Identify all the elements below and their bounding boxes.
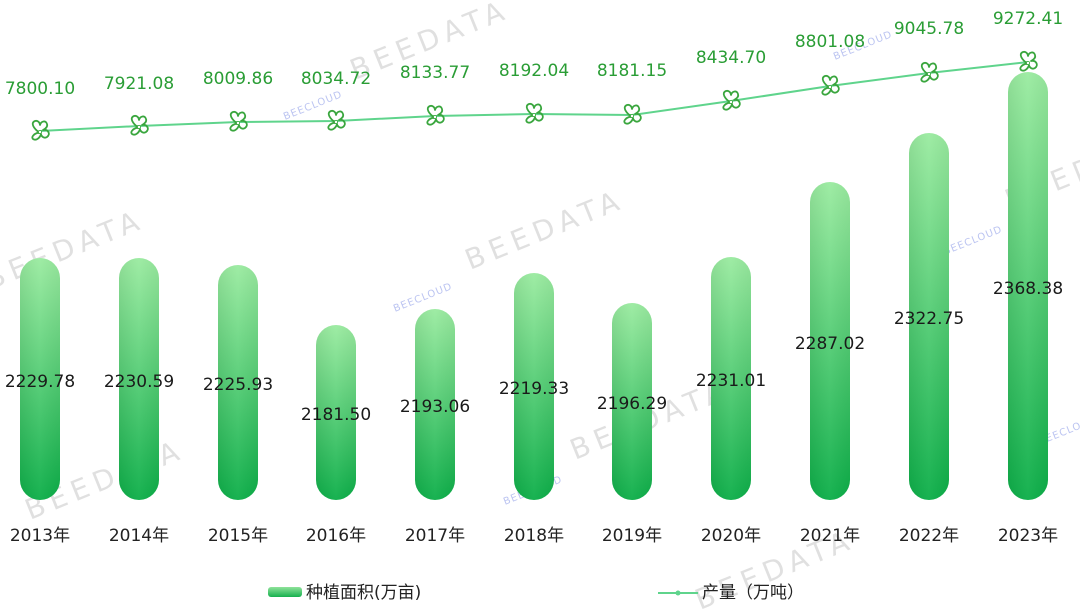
x-tick-label: 2017年 (405, 526, 465, 546)
bar-2020[interactable] (711, 257, 751, 500)
clover-icon[interactable] (31, 119, 50, 141)
bar-2013[interactable] (20, 258, 60, 500)
clover-icon[interactable] (1019, 50, 1038, 72)
x-tick-label: 2013年 (10, 526, 70, 546)
line-value-label: 8133.77 (400, 63, 470, 83)
line-value-label: 8009.86 (203, 69, 273, 89)
bar-value-label: 2219.33 (499, 379, 569, 399)
bar-value-label: 2181.50 (301, 405, 371, 425)
line-value-label: 7921.08 (104, 74, 174, 94)
watermark-sub-text: BEECLOUD (392, 281, 454, 315)
line-value-label: 8801.08 (795, 32, 865, 52)
legend-item-production[interactable]: 产量（万吨） (658, 583, 804, 603)
bar-2015[interactable] (218, 265, 258, 500)
bar-series-planting-area (20, 72, 1048, 500)
watermark-sub-text: BEECLOUD (942, 224, 1004, 258)
legend-bar-swatch-icon (268, 587, 302, 597)
bar-2017[interactable] (415, 309, 455, 500)
bar-value-label: 2368.38 (993, 279, 1063, 299)
clover-icon[interactable] (130, 114, 149, 136)
legend-line-marker-icon (675, 590, 681, 596)
line-value-label: 9272.41 (993, 9, 1063, 29)
legend-item-planting-area[interactable]: 种植面积(万亩) (268, 583, 421, 603)
legend: 种植面积(万亩) 产量（万吨） (268, 583, 804, 603)
clover-icon[interactable] (821, 74, 840, 96)
line-series-production (31, 50, 1038, 141)
line-value-label: 8034.72 (301, 69, 371, 89)
bar-value-label: 2287.02 (795, 334, 865, 354)
bar-2018[interactable] (514, 273, 554, 500)
x-tick-label: 2016年 (306, 526, 366, 546)
legend-label: 种植面积(万亩) (306, 583, 421, 603)
bar-2023[interactable] (1008, 72, 1048, 500)
bar-2022[interactable] (909, 133, 949, 500)
bar-2014[interactable] (119, 258, 159, 500)
x-tick-label: 2021年 (800, 526, 860, 546)
line-value-label: 8434.70 (696, 48, 766, 68)
x-tick-label: 2018年 (504, 526, 564, 546)
clover-icon[interactable] (920, 61, 939, 83)
x-tick-label: 2015年 (208, 526, 268, 546)
bar-2019[interactable] (612, 303, 652, 500)
x-axis: 2013年 2014年 2015年 2016年 2017年 2018年 2019… (10, 526, 1058, 546)
line-value-labels: 7800.10 7921.08 8009.86 8034.72 8133.77 … (5, 9, 1063, 99)
bar-2021[interactable] (810, 182, 850, 500)
x-tick-label: 2019年 (602, 526, 662, 546)
bar-value-label: 2196.29 (597, 394, 667, 414)
x-tick-label: 2022年 (899, 526, 959, 546)
x-tick-label: 2014年 (109, 526, 169, 546)
bar-value-label: 2229.78 (5, 372, 75, 392)
watermark-text: BEEDATA (460, 183, 629, 277)
clover-icon[interactable] (722, 89, 741, 111)
clover-icon[interactable] (426, 104, 445, 126)
bar-value-label: 2231.01 (696, 371, 766, 391)
x-tick-label: 2023年 (998, 526, 1058, 546)
bar-value-label: 2193.06 (400, 397, 470, 417)
bar-value-labels: 2229.78 2230.59 2225.93 2181.50 2193.06 … (5, 279, 1063, 425)
line-value-label: 7800.10 (5, 79, 75, 99)
bar-value-label: 2230.59 (104, 372, 174, 392)
watermark-sub-text: BEECLOUD (282, 89, 344, 123)
line-value-label: 8181.15 (597, 61, 667, 81)
line-value-label: 8192.04 (499, 61, 569, 81)
legend-label: 产量（万吨） (702, 583, 804, 603)
line-value-label: 9045.78 (894, 19, 964, 39)
bar-value-label: 2225.93 (203, 375, 273, 395)
bar-value-label: 2322.75 (894, 309, 964, 329)
x-tick-label: 2020年 (701, 526, 761, 546)
bar-2016[interactable] (316, 325, 356, 500)
